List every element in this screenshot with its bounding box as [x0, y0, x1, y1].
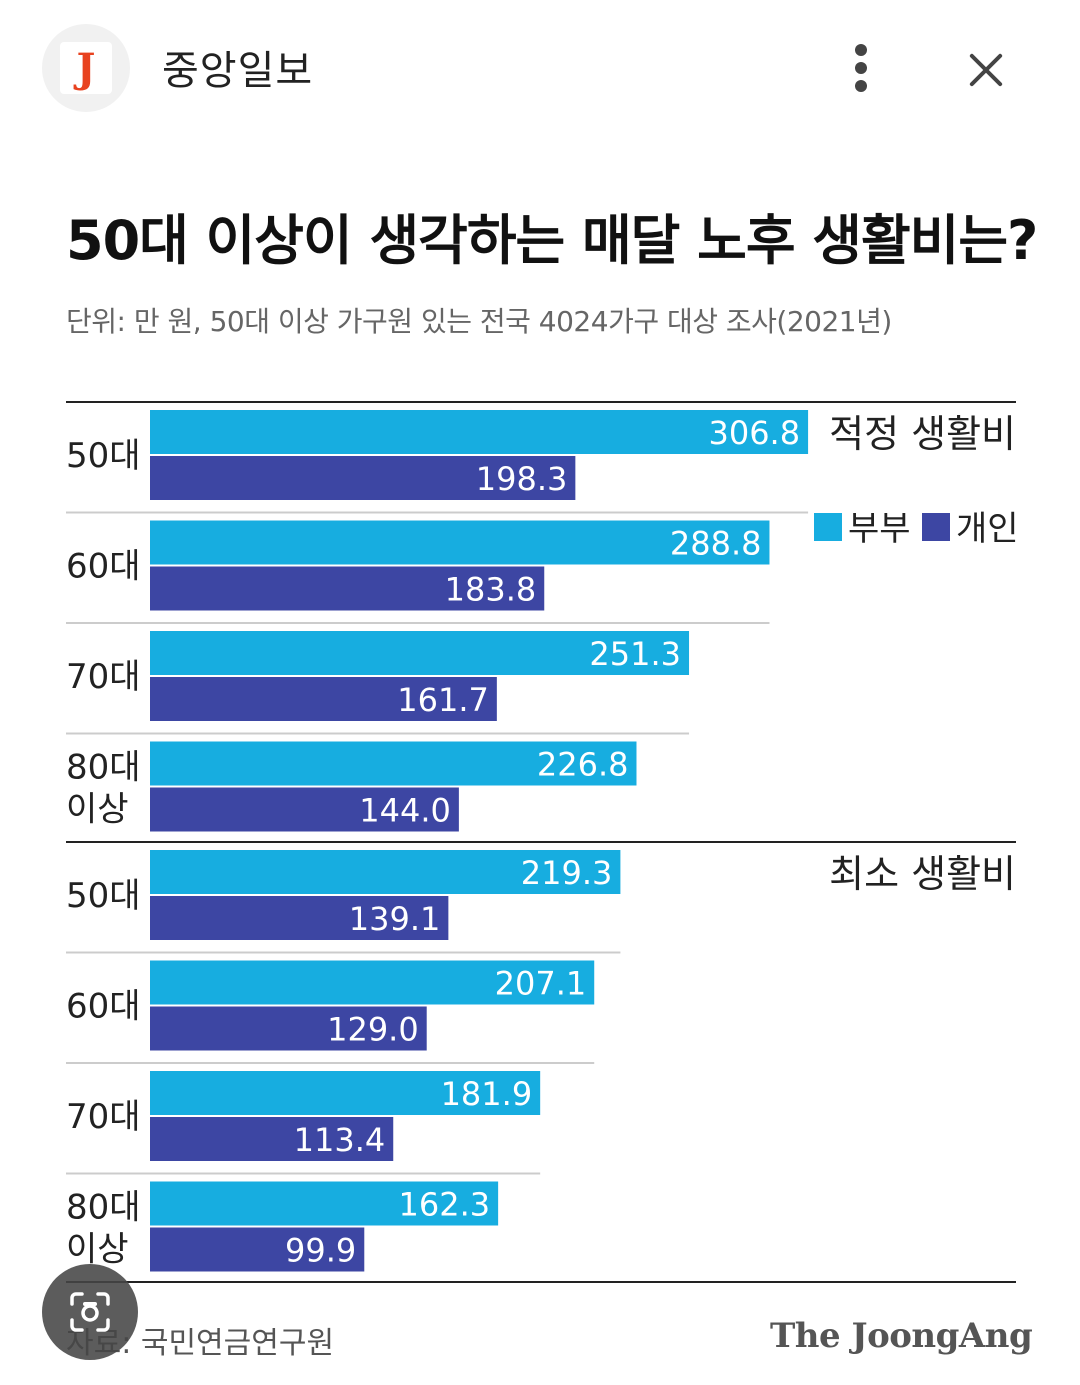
legend-label: 부부 [848, 509, 911, 549]
value-label: 198.3 [476, 460, 568, 498]
value-label: 251.3 [589, 635, 681, 673]
category-label: 70대 [66, 1097, 141, 1137]
value-label: 129.0 [327, 1011, 419, 1049]
category-label: 이상 [66, 1230, 129, 1270]
legend-swatch [814, 513, 842, 541]
value-label: 161.7 [397, 681, 489, 719]
category-label: 80대 [66, 748, 141, 788]
value-label: 181.9 [441, 1075, 533, 1113]
bar-couple [150, 960, 595, 1005]
brand-logo: The JoongAng [770, 1316, 1033, 1356]
value-label: 99.9 [285, 1232, 356, 1270]
bar-couple [150, 1071, 541, 1115]
group-label: 최소 생활비 [829, 852, 1016, 896]
value-label: 226.8 [537, 746, 629, 784]
category-label: 60대 [66, 987, 141, 1027]
bar-single [150, 677, 497, 721]
chart-title: 50대 이상이 생각하는 매달 노후 생활비는? [66, 209, 1038, 272]
group-label: 적정 생활비 [829, 412, 1016, 456]
chart-subtitle: 단위: 만 원, 50대 이상 가구원 있는 전국 4024가구 대상 조사(2… [66, 305, 892, 338]
category-label: 70대 [66, 657, 141, 697]
category-label: 50대 [66, 876, 141, 916]
category-label: 이상 [66, 790, 129, 830]
value-label: 288.8 [670, 525, 762, 563]
value-label: 219.3 [521, 854, 613, 892]
bar-single [150, 1006, 427, 1051]
bar-couple [150, 741, 637, 786]
bar-couple [150, 410, 809, 454]
lens-search-icon [70, 1292, 110, 1332]
legend-label: 개인 [956, 509, 1019, 549]
bar-couple [150, 850, 621, 894]
more-vert-icon[interactable] [842, 44, 882, 92]
legend-swatch [922, 513, 950, 541]
bar-couple [150, 520, 770, 565]
app-header: J 중앙일보 [0, 0, 1080, 135]
bar-single [150, 566, 545, 611]
publisher-logo[interactable]: J [42, 24, 130, 112]
bar-couple [150, 631, 690, 675]
value-label: 162.3 [399, 1186, 491, 1224]
value-label: 306.8 [708, 414, 800, 452]
bar-couple [150, 1181, 499, 1226]
bar-single [150, 896, 449, 940]
publisher-logo-letter: J [60, 42, 112, 94]
value-label: 113.4 [294, 1121, 386, 1159]
lens-search-button[interactable] [42, 1264, 138, 1360]
value-label: 139.1 [349, 900, 441, 938]
publisher-name: 중앙일보 [162, 48, 314, 94]
bar-single [150, 787, 459, 832]
category-label: 50대 [66, 436, 141, 476]
value-label: 183.8 [445, 571, 537, 609]
bar-single [150, 456, 576, 500]
bar-single [150, 1227, 365, 1272]
category-label: 60대 [66, 547, 141, 587]
value-label: 144.0 [359, 792, 451, 830]
value-label: 207.1 [495, 965, 587, 1003]
bar-single [150, 1117, 394, 1161]
category-label: 80대 [66, 1188, 141, 1228]
